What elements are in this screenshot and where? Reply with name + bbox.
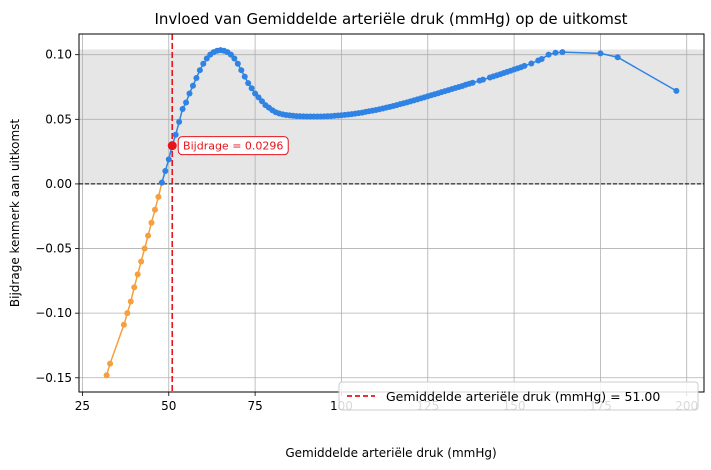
- data-point: [597, 50, 604, 57]
- legend: Gemiddelde arteriële druk (mmHg) = 51.00: [338, 381, 699, 411]
- data-point: [521, 62, 528, 69]
- data-point: [248, 85, 255, 92]
- data-point: [469, 79, 476, 86]
- data-point: [165, 156, 172, 163]
- annotation-box: [177, 136, 289, 156]
- data-point: [196, 67, 203, 74]
- data-point: [107, 360, 114, 367]
- data-point: [552, 49, 559, 56]
- highlight-layer: Bijdrage = 0.0296: [167, 136, 289, 156]
- data-point: [245, 80, 252, 87]
- data-point: [559, 49, 566, 56]
- data-point: [200, 60, 207, 67]
- data-point: [158, 179, 165, 186]
- data-point: [141, 245, 148, 252]
- shaded-band: [79, 49, 704, 184]
- data-point: [131, 284, 138, 291]
- data-point: [255, 94, 262, 101]
- legend-label: Gemiddelde arteriële druk (mmHg) = 51.00: [386, 389, 660, 404]
- data-point: [528, 60, 535, 67]
- data-point: [145, 232, 152, 239]
- data-point: [234, 60, 241, 67]
- data-point: [172, 131, 179, 138]
- highlight-point: [167, 141, 177, 151]
- data-point: [673, 87, 680, 94]
- data-point: [148, 219, 155, 226]
- data-point: [227, 51, 234, 58]
- data-point: [259, 98, 266, 105]
- data-point: [238, 67, 245, 74]
- data-point: [231, 55, 238, 62]
- y-axis-label: Bijdrage kenmerk aan uitkomst: [8, 119, 22, 307]
- data-point: [127, 298, 134, 305]
- data-point: [241, 73, 248, 80]
- data-point: [151, 206, 158, 213]
- y-tick-label: −0.15: [35, 371, 72, 385]
- data-point: [189, 82, 196, 89]
- data-point: [103, 372, 110, 379]
- reference-lines: [79, 34, 704, 392]
- data-point: [176, 118, 183, 125]
- data-point: [480, 76, 487, 83]
- data-point: [203, 55, 210, 62]
- data-point: [193, 74, 200, 81]
- y-tick-label: 0.00: [45, 177, 72, 191]
- data-point: [183, 99, 190, 106]
- data-point: [614, 54, 621, 61]
- annotation-label: Bijdrage = 0.0296: [183, 140, 283, 153]
- data-point: [545, 51, 552, 58]
- data-point: [162, 167, 169, 174]
- data-point: [538, 55, 545, 62]
- chart-title: Invloed van Gemiddelde arteriële druk (m…: [154, 10, 627, 28]
- x-axis-label: Gemiddelde arteriële druk (mmHg): [285, 446, 496, 460]
- data-point: [134, 271, 141, 278]
- x-tick-label: 75: [247, 399, 262, 413]
- x-tick-label: 25: [75, 399, 90, 413]
- y-tick-label: −0.05: [35, 242, 72, 256]
- data-series: [103, 47, 680, 379]
- data-point: [252, 90, 259, 97]
- data-point: [179, 105, 186, 112]
- y-axis-ticks: −0.15 −0.10 −0.05 0.00 0.05 0.10: [35, 48, 79, 385]
- data-point: [138, 258, 145, 265]
- data-point: [120, 321, 127, 328]
- data-point: [186, 90, 193, 97]
- y-tick-label: −0.10: [35, 306, 72, 320]
- data-point: [124, 310, 131, 317]
- y-tick-label: 0.10: [45, 48, 72, 62]
- y-tick-label: 0.05: [45, 112, 72, 126]
- data-point: [155, 193, 162, 200]
- x-tick-label: 50: [161, 399, 176, 413]
- legend-box: [338, 381, 699, 411]
